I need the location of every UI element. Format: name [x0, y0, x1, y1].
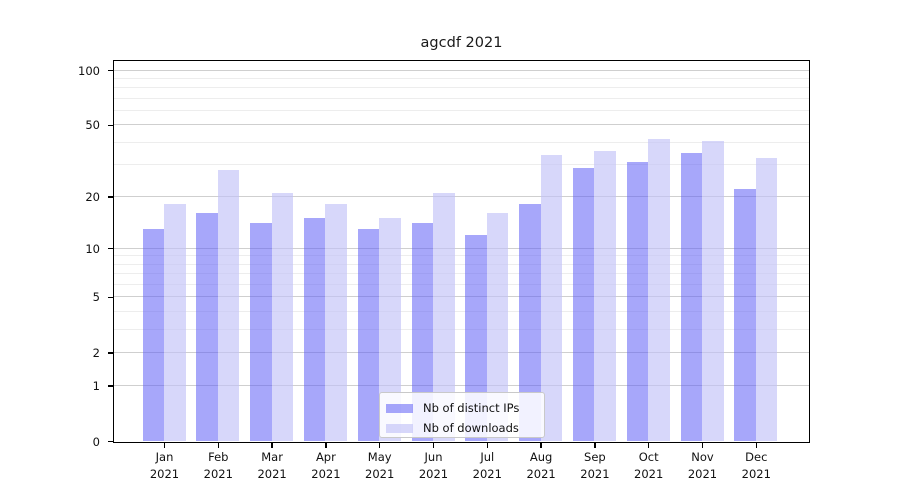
bar-may-distinct-ips	[357, 228, 380, 441]
x-tick-label-jun: Jun 2021	[418, 450, 449, 481]
y-tick-mark-100	[108, 69, 113, 72]
bar-mar-downloads	[271, 192, 294, 441]
x-tick-label-oct: Oct 2021	[634, 450, 664, 481]
x-tick-label-jul: Jul 2021	[472, 450, 502, 481]
minor-gridline-80	[114, 87, 809, 89]
minor-gridline-4	[114, 311, 809, 313]
y-tick-mark-1	[108, 385, 113, 387]
major-gridline-10	[114, 247, 809, 249]
minor-gridline-60	[114, 110, 809, 112]
x-tick-label-sep: Sep 2021	[580, 450, 610, 481]
x-tick-mark-aug	[540, 443, 542, 448]
bar-apr-distinct-ips	[303, 218, 326, 441]
bar-aug-downloads	[540, 155, 563, 441]
bar-nov-distinct-ips	[680, 152, 702, 441]
bar-feb-downloads	[217, 170, 240, 441]
y-tick-label-5: 5	[92, 290, 100, 305]
major-gridline-20	[114, 195, 809, 197]
major-gridline-100	[114, 69, 809, 71]
y-tick-label-2: 2	[92, 346, 100, 361]
bar-jul-downloads	[486, 213, 509, 441]
minor-gridline-7	[114, 273, 809, 275]
x-tick-mark-sep	[594, 443, 596, 448]
x-tick-mark-nov	[701, 443, 704, 448]
bar-jun-distinct-ips	[411, 223, 433, 441]
bar-sep-downloads	[594, 150, 616, 441]
minor-gridline-30	[114, 164, 809, 166]
x-tick-label-mar: Mar 2021	[257, 450, 287, 481]
bar-sep-distinct-ips	[572, 167, 595, 441]
bar-mar-distinct-ips	[250, 223, 272, 441]
major-gridline-2	[114, 352, 809, 354]
legend-swatch-distinct-ips	[386, 403, 413, 413]
x-tick-label-feb: Feb 2021	[203, 450, 233, 481]
major-gridline-50	[114, 124, 809, 126]
bar-feb-distinct-ips	[196, 213, 218, 441]
y-tick-mark-10	[108, 247, 113, 250]
x-tick-mark-feb	[217, 443, 220, 448]
y-tick-mark-5	[108, 296, 113, 299]
x-tick-label-nov: Nov 2021	[687, 450, 718, 481]
x-tick-mark-jun	[432, 443, 435, 448]
bar-oct-downloads	[648, 138, 670, 441]
x-tick-mark-may	[378, 443, 381, 448]
bar-dec-downloads	[755, 157, 778, 441]
minor-gridline-3	[114, 329, 809, 331]
bar-nov-downloads	[702, 140, 724, 441]
bar-oct-distinct-ips	[626, 162, 649, 441]
bar-jan-distinct-ips	[142, 228, 164, 441]
x-tick-mark-mar	[271, 443, 273, 448]
bar-aug-distinct-ips	[519, 204, 541, 441]
y-tick-label-10: 10	[85, 241, 100, 256]
bar-jun-downloads	[433, 192, 455, 441]
minor-gridline-90	[114, 77, 809, 79]
x-tick-label-apr: Apr 2021	[311, 450, 341, 481]
bar-jan-downloads	[164, 204, 186, 441]
minor-gridline-40	[114, 141, 809, 143]
x-tick-mark-apr	[325, 443, 327, 448]
legend-row-downloads: Nb of downloads	[386, 418, 519, 438]
legend-label-downloads: Nb of downloads	[423, 421, 519, 435]
chart-title: agcdf 2021	[420, 35, 503, 51]
y-tick-label-100: 100	[78, 63, 100, 78]
legend-swatch-downloads	[386, 423, 413, 433]
minor-gridline-70	[114, 97, 809, 99]
legend-label-distinct-ips: Nb of distinct IPs	[423, 401, 520, 415]
x-tick-label-dec: Dec 2021	[741, 450, 771, 481]
y-tick-mark-50	[108, 124, 113, 127]
x-tick-mark-oct	[647, 443, 650, 448]
minor-gridline-6	[114, 284, 809, 286]
plot-area	[113, 60, 810, 443]
y-tick-label-20: 20	[85, 189, 100, 204]
bar-dec-distinct-ips	[734, 188, 756, 441]
x-tick-mark-jan	[163, 443, 166, 448]
legend-row-distinct-ips: Nb of distinct IPs	[386, 398, 519, 418]
major-gridline-1	[114, 384, 809, 386]
minor-gridline-9	[114, 255, 809, 257]
y-tick-label-0: 0	[92, 434, 100, 449]
x-tick-label-may: May 2021	[365, 450, 395, 481]
y-tick-mark-20	[108, 196, 113, 198]
x-tick-label-aug: Aug 2021	[526, 450, 556, 481]
minor-gridline-8	[114, 263, 809, 265]
x-tick-label-jan: Jan 2021	[149, 450, 180, 481]
legend: Nb of distinct IPs Nb of downloads	[379, 392, 545, 438]
bar-jul-distinct-ips	[465, 234, 487, 441]
y-tick-mark-0	[108, 440, 113, 443]
y-tick-label-1: 1	[92, 378, 100, 393]
major-gridline-5	[114, 296, 809, 298]
x-tick-mark-jul	[486, 443, 489, 448]
y-tick-mark-2	[108, 352, 113, 354]
bar-apr-downloads	[325, 204, 347, 441]
x-tick-mark-dec	[755, 443, 758, 448]
y-tick-label-50: 50	[85, 118, 100, 133]
bar-may-downloads	[379, 218, 401, 441]
